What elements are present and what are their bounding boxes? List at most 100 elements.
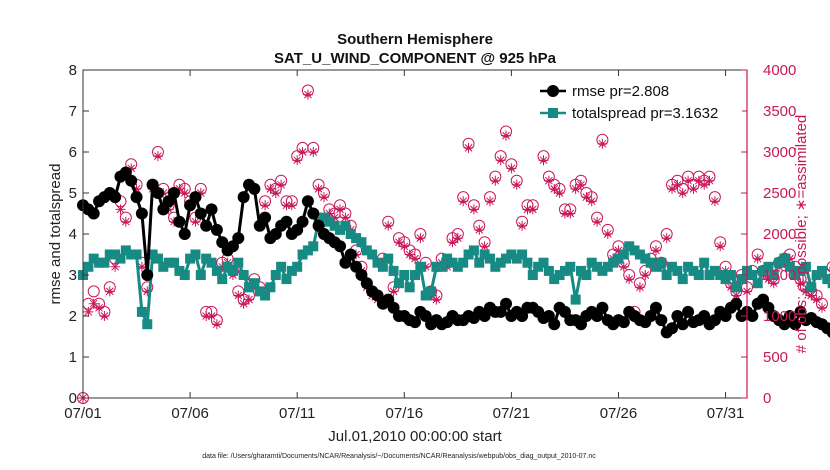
assimilated-obs-point [452,233,463,244]
totalspread-point [351,233,362,244]
chart-subtitle: SAT_U_WIND_COMPONENT @ 925 hPa [274,50,557,67]
totalspread-point [329,220,340,231]
totalspread-point [645,257,656,268]
assimilated-obs-point [265,183,276,194]
totalspread-point [827,278,830,289]
totalspread-point [420,290,431,301]
totalspread-point [688,265,699,276]
totalspread-point [736,274,747,285]
assimilated-obs-point [683,175,694,186]
totalspread-point [806,282,817,293]
assimilated-obs-point [667,183,677,194]
totalspread-point [640,253,651,264]
assimilated-obs-point [324,208,335,219]
totalspread-point [190,249,201,260]
assimilated-obs-point [602,229,613,239]
totalspread-point [249,278,260,289]
rmse-point [548,318,561,331]
totalspread-point [377,261,388,272]
assimilated-obs-point [233,290,244,301]
y2-tick-label: 2000 [763,226,796,243]
assimilated-obs-point [806,290,817,301]
totalspread-point [752,278,763,289]
assimilated-obs-point [559,208,570,219]
y2-tick-label: 2500 [763,185,796,202]
assimilated-obs-point [276,179,287,190]
assimilated-obs-point [308,147,319,157]
y2-tick-label: 1000 [763,308,796,325]
rmse-point [151,187,164,199]
totalspread-point [447,257,458,268]
totalspread-point [458,257,469,268]
rmse-point [237,191,250,204]
totalspread-point [185,253,196,264]
rmse-point [130,191,143,204]
totalspread-point [104,249,115,260]
totalspread-point [731,282,742,293]
totalspread-point [152,253,163,264]
totalspread-point [715,270,726,280]
totalspread-point [372,257,383,268]
totalspread-point [388,265,399,276]
totalspread-point [822,274,830,285]
totalspread-point [779,253,790,264]
totalspread-point [115,253,126,264]
legend-spread-marker [548,108,558,118]
totalspread-point [549,274,560,285]
assimilated-obs-point [415,233,426,244]
totalspread-point [436,261,447,272]
legend-box [532,77,742,124]
assimilated-obs-point [576,179,586,190]
assimilated-obs-point [297,147,308,157]
assimilated-obs-point [260,200,271,211]
y2-tick-label: 4000 [763,62,796,79]
y-axis-label: rmse and totalspread [47,164,64,305]
totalspread-point [292,261,303,272]
totalspread-point [270,270,281,280]
legend-rmse-marker [547,85,559,97]
assimilated-obs-point [522,204,533,215]
totalspread-point [704,270,715,280]
assimilated-obs-point [800,286,811,297]
assimilated-obs-point [393,237,404,248]
assimilated-obs-point [699,179,710,190]
chart-title: Southern Hemisphere [337,31,493,48]
legend-spread-label: totalspread pr=3.1632 [572,105,718,122]
possible-obs-point [87,285,100,298]
assimilated-obs-point [543,175,554,186]
assimilated-obs-point [88,298,99,309]
totalspread-point [693,270,704,280]
totalspread-point [169,257,180,268]
totalspread-point [265,282,276,293]
assimilated-obs-point [752,253,763,264]
totalspread-point [495,257,506,268]
totalspread-point [260,290,271,301]
totalspread-point [656,257,667,268]
assimilated-obs-point [442,261,453,272]
assimilated-obs-point [94,302,105,313]
legend-rmse-label: rmse pr=2.808 [572,83,669,100]
x-tick-label: 07/31 [707,405,745,422]
totalspread-point [468,245,479,256]
y2-tick-label: 3000 [763,144,796,161]
assimilated-obs-point [120,216,131,227]
totalspread-point [533,261,544,272]
assimilated-obs-point [817,302,827,313]
totalspread-point [442,253,453,264]
totalspread-point [136,306,147,317]
totalspread-point [800,261,811,272]
totalspread-point [158,261,169,272]
totalspread-point [281,274,292,285]
totalspread-point [774,257,785,268]
y-tick-label: 3 [69,267,77,284]
totalspread-point [276,261,287,272]
totalspread-point [308,241,319,252]
possible-obs-point [826,261,830,273]
rmse-point [141,269,154,281]
totalspread-point [83,261,94,272]
x-tick-label: 07/01 [64,405,102,422]
assimilated-obs-point [153,151,163,162]
x-tick-label: 07/21 [493,405,531,422]
assimilated-obs-point [217,261,228,272]
assimilated-obs-point [388,286,399,297]
